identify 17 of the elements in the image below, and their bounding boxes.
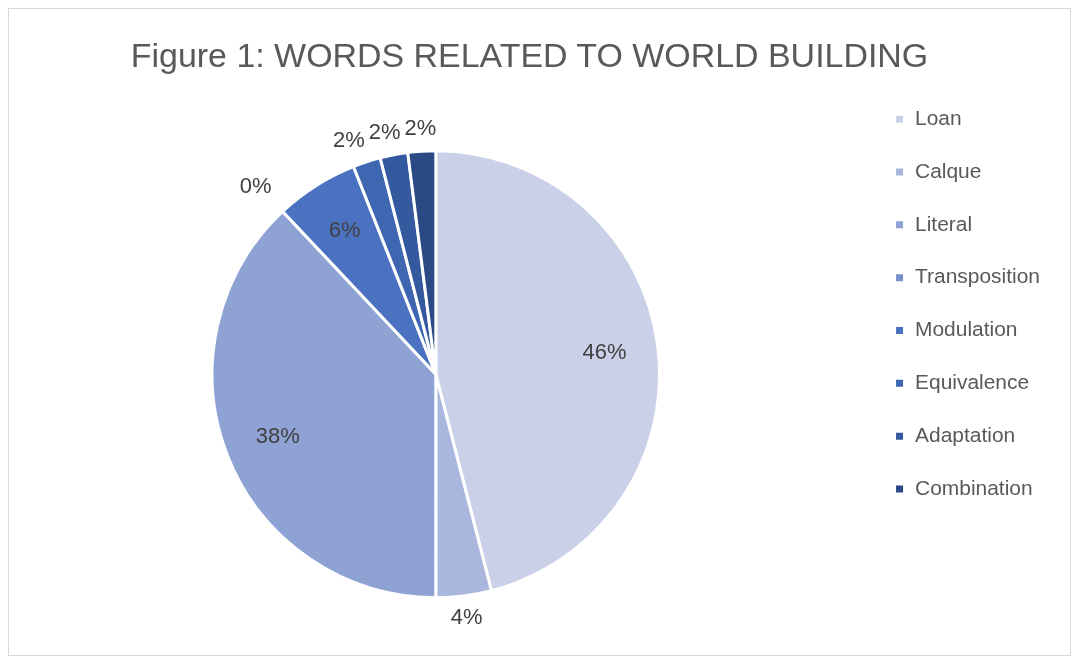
legend-label: Modulation (915, 317, 1018, 341)
data-label: 38% (255, 422, 300, 448)
chart-title: Figure 1: WORDS RELATED TO WORLD BUILDING (130, 35, 929, 74)
data-label: 6% (328, 216, 361, 242)
legend-label: Equivalence (915, 370, 1030, 394)
data-label: 4% (450, 603, 483, 629)
data-label: 2% (333, 126, 365, 152)
legend-label: Literal (915, 211, 973, 235)
data-label: 2% (404, 115, 437, 141)
legend-label: Transposition (915, 264, 1041, 288)
legend-label: Calque (915, 158, 982, 182)
data-label: 2% (368, 119, 401, 145)
text: 0% (239, 173, 272, 199)
legend-label: Combination (915, 475, 1033, 499)
legend-label: Loan (915, 105, 962, 129)
legend-label: Adaptation (915, 422, 1016, 446)
data-label: 46% (582, 339, 627, 365)
